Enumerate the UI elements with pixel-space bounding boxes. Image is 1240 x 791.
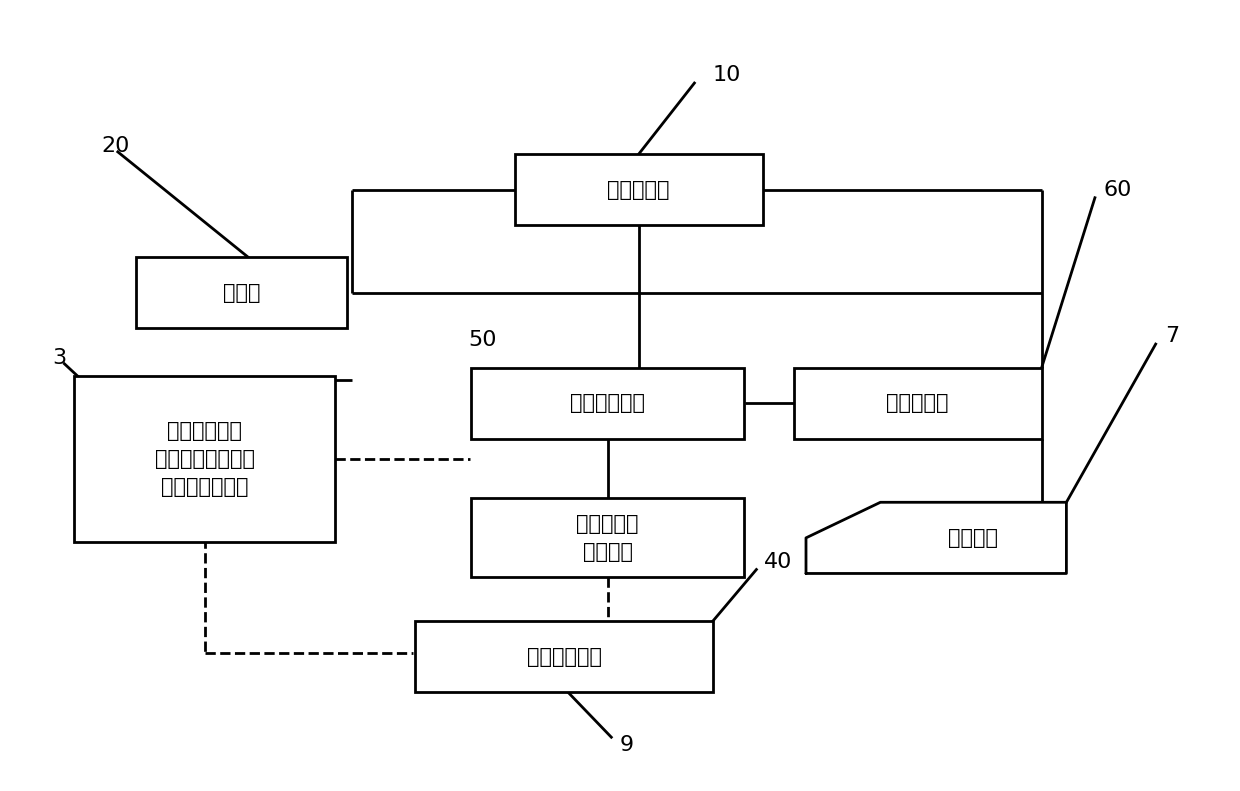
Bar — [515, 154, 763, 225]
Text: 3: 3 — [52, 347, 66, 368]
Text: 50: 50 — [469, 330, 497, 350]
Polygon shape — [806, 502, 1066, 573]
Bar — [471, 498, 744, 577]
Text: 信号采集电路: 信号采集电路 — [570, 393, 645, 414]
Bar — [471, 368, 744, 439]
Bar — [794, 368, 1042, 439]
Text: 电源转换器: 电源转换器 — [608, 180, 670, 200]
Text: 40: 40 — [764, 551, 792, 572]
Text: 处理器电路: 处理器电路 — [887, 393, 949, 414]
Text: 10: 10 — [713, 65, 742, 85]
Bar — [415, 621, 713, 692]
Text: 60: 60 — [1104, 180, 1132, 200]
Text: 20: 20 — [102, 136, 130, 157]
Text: 7: 7 — [1166, 326, 1179, 346]
Text: 机械扫描台架
（含平台、支架、
机械臂及电机）: 机械扫描台架 （含平台、支架、 机械臂及电机） — [155, 421, 254, 497]
Bar — [136, 257, 347, 328]
Text: 控制器: 控制器 — [223, 282, 260, 303]
Text: 微小型近场
磁场探头: 微小型近场 磁场探头 — [577, 514, 639, 562]
Text: 9: 9 — [620, 735, 634, 755]
Text: 显示模块: 显示模块 — [949, 528, 998, 548]
Bar — [74, 376, 335, 542]
Text: 被测试电路板: 被测试电路板 — [527, 646, 601, 667]
